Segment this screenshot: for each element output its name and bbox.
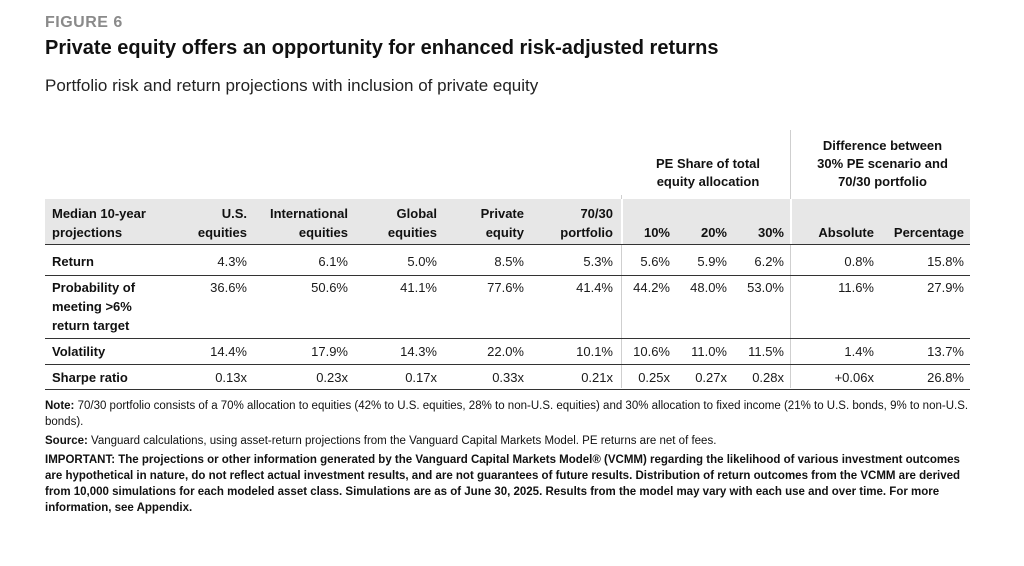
difference-group-header: Difference between 30% PE scenario and 7… xyxy=(795,137,970,191)
table-cell: 0.33x xyxy=(492,370,524,385)
table-cell: 53.0% xyxy=(747,280,784,295)
column-divider xyxy=(621,244,622,388)
figure-subtitle: Portfolio risk and return projections wi… xyxy=(45,76,539,95)
table-cell: 27.9% xyxy=(927,280,964,295)
row-rule xyxy=(45,364,970,365)
table-cell: 41.4% xyxy=(576,280,613,295)
table-cell: 44.2% xyxy=(633,280,670,295)
table-cell: 1.4% xyxy=(844,344,874,359)
row-label-volatility: Volatility xyxy=(52,344,106,359)
row-rule xyxy=(45,389,970,390)
header-us-equities: U.S. equities xyxy=(197,206,247,240)
table-cell: 0.17x xyxy=(405,370,437,385)
table-cell: 10.6% xyxy=(633,344,670,359)
header-percentage: Percentage xyxy=(893,225,964,240)
table-cell: 48.0% xyxy=(690,280,727,295)
table-cell: 50.6% xyxy=(311,280,348,295)
table-cell: 5.0% xyxy=(407,254,437,269)
figure-title: Private equity offers an opportunity for… xyxy=(45,37,719,59)
column-divider xyxy=(621,199,623,244)
table-cell: 14.4% xyxy=(210,344,247,359)
table-cell: 0.8% xyxy=(844,254,874,269)
table-cell: 0.25x xyxy=(638,370,670,385)
table-cell: 0.21x xyxy=(581,370,613,385)
row-rule xyxy=(45,244,970,245)
table-cell: 6.1% xyxy=(318,254,348,269)
table-cell: 41.1% xyxy=(400,280,437,295)
table-cell: 13.7% xyxy=(927,344,964,359)
header-international-equities: International equities xyxy=(269,206,348,240)
table-cell: 26.8% xyxy=(927,370,964,385)
table-cell: 17.9% xyxy=(311,344,348,359)
difference-header-line: 30% PE scenario and xyxy=(817,156,948,171)
row-label-return: Return xyxy=(52,254,94,269)
table-cell: 0.28x xyxy=(752,370,784,385)
table-cell: 15.8% xyxy=(927,254,964,269)
row-rule xyxy=(45,275,970,276)
table-cell: 5.6% xyxy=(640,254,670,269)
figure-label: FIGURE 6 xyxy=(45,14,123,31)
table-cell: 6.2% xyxy=(754,254,784,269)
header-global-equities: Global equities xyxy=(387,206,437,240)
table-cell: 0.13x xyxy=(215,370,247,385)
table-cell: 77.6% xyxy=(487,280,524,295)
table-cell: 0.23x xyxy=(316,370,348,385)
row-label-sharpe: Sharpe ratio xyxy=(52,370,128,385)
table-cell: +0.06x xyxy=(834,370,874,385)
pe-share-header-line: PE Share of total xyxy=(655,156,761,171)
header-absolute: Absolute xyxy=(818,225,874,240)
table-cell: 5.3% xyxy=(583,254,613,269)
table-cell: 11.5% xyxy=(748,344,784,359)
figure-notes: Note: 70/30 portfolio consists of a 70% … xyxy=(45,398,970,519)
header-pe-20: 20% xyxy=(700,225,727,240)
table-cell: 36.6% xyxy=(210,280,247,295)
source-paragraph: Source: Vanguard calculations, using ass… xyxy=(45,435,717,447)
table-cell: 22.0% xyxy=(487,344,524,359)
table-cell: 10.1% xyxy=(576,344,613,359)
table-cell: 11.6% xyxy=(838,280,874,295)
row-label-probability: Probability of meeting >6% return target xyxy=(52,280,136,333)
table-cell: 11.0% xyxy=(691,344,727,359)
difference-header-line: 70/30 portfolio xyxy=(838,174,927,189)
column-divider xyxy=(790,130,791,199)
pe-share-group-header: PE Share of total equity allocation xyxy=(628,155,788,191)
header-projections: Median 10-year projections xyxy=(52,206,146,240)
header-7030-portfolio: 70/30 portfolio xyxy=(560,206,613,240)
difference-header-line: Difference between xyxy=(822,138,943,153)
table-cell: 0.27x xyxy=(695,370,727,385)
header-private-equity: Private equity xyxy=(480,206,524,240)
pe-share-header-line: equity allocation xyxy=(656,174,760,189)
column-divider xyxy=(621,195,622,199)
header-pe-30: 30% xyxy=(757,225,784,240)
column-divider xyxy=(790,199,792,244)
table-cell: 8.5% xyxy=(494,254,524,269)
note-paragraph: Note: 70/30 portfolio consists of a 70% … xyxy=(45,400,969,428)
table-cell: 5.9% xyxy=(697,254,727,269)
header-pe-10: 10% xyxy=(643,225,670,240)
column-divider xyxy=(790,244,791,388)
row-rule xyxy=(45,338,970,339)
table-cell: 14.3% xyxy=(400,344,437,359)
important-disclaimer: IMPORTANT: The projections or other info… xyxy=(45,454,961,514)
column-header-band xyxy=(45,199,970,244)
table-cell: 4.3% xyxy=(217,254,247,269)
